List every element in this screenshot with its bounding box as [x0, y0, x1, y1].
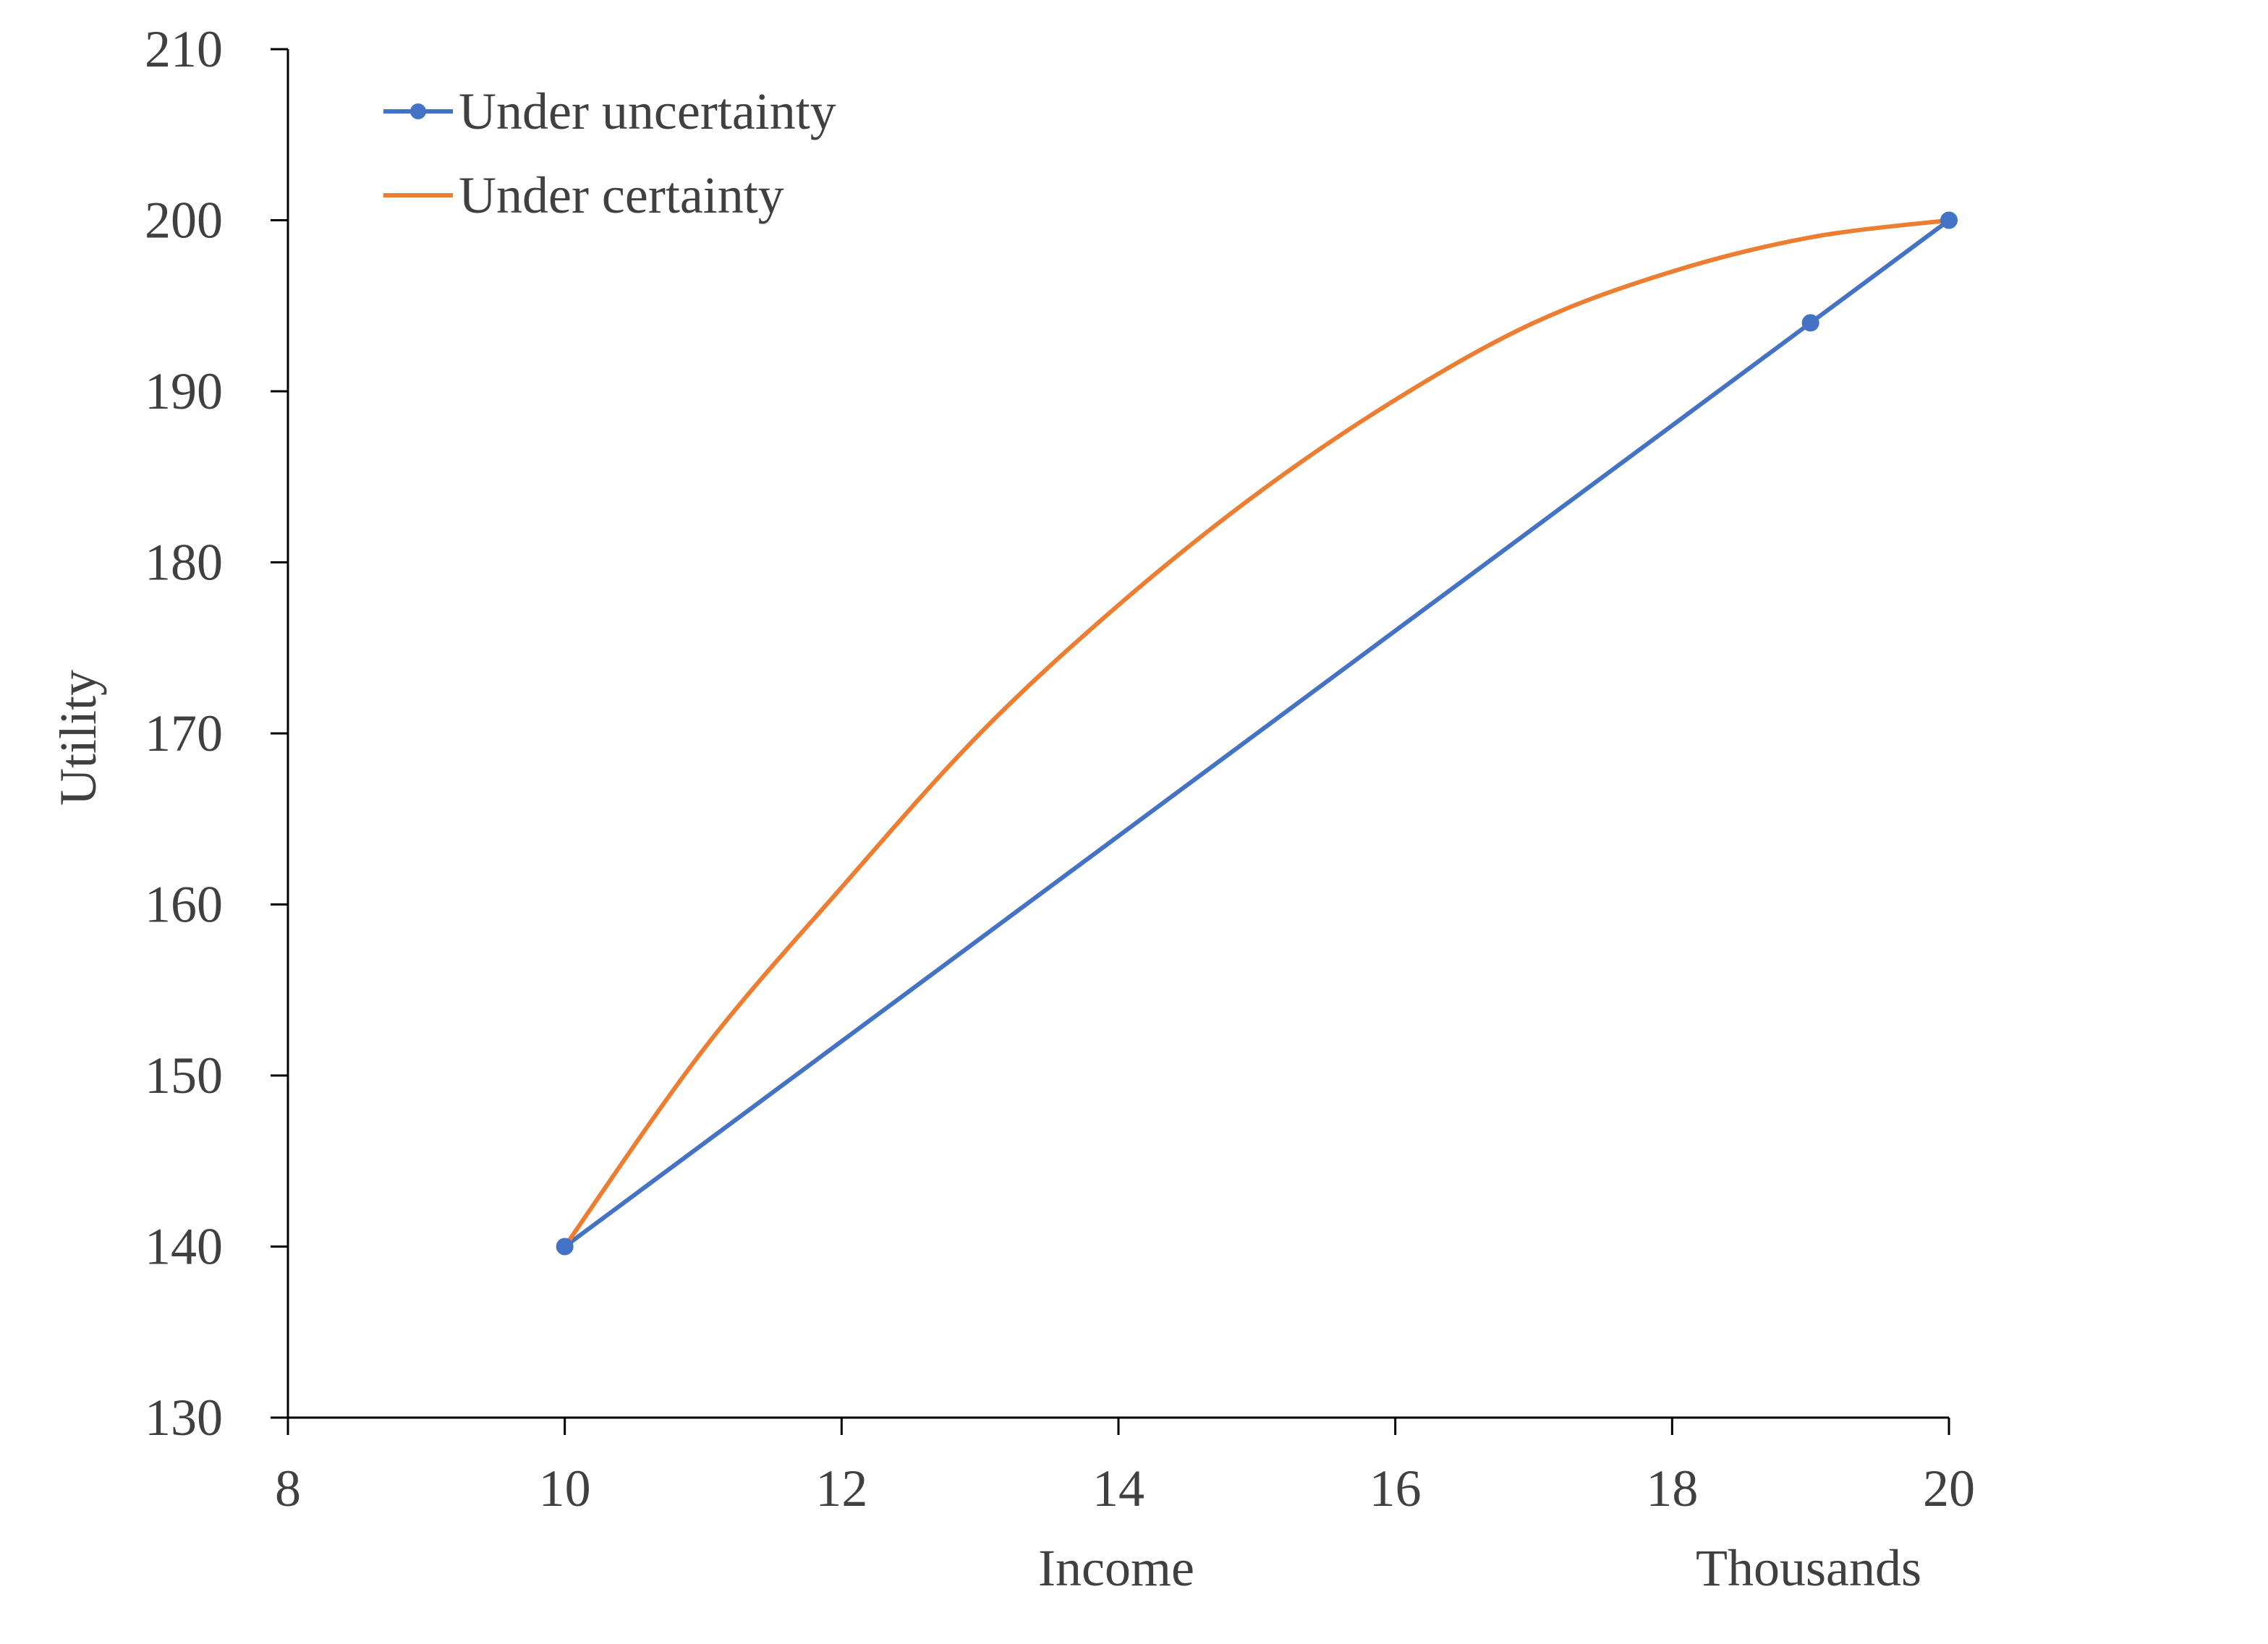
data-point-under-uncertainty: [1940, 211, 1958, 229]
y-tick-label: 150: [145, 1047, 223, 1104]
series-line-under-uncertainty: [562, 218, 1951, 1249]
y-tick-label: 160: [145, 876, 223, 934]
y-tick-label: 180: [145, 534, 223, 592]
series-layer: [556, 211, 1958, 1256]
legend-marker-under-uncertainty: [410, 103, 426, 119]
y-tick-label: 210: [145, 20, 223, 78]
data-point-under-uncertainty: [556, 1238, 574, 1256]
y-tick-label: 170: [145, 704, 223, 762]
x-axis-unit-label: Thousands: [1696, 1539, 1921, 1597]
x-axis-title: Income: [1038, 1539, 1194, 1597]
y-axis-title: Utility: [49, 670, 107, 806]
data-point-under-uncertainty: [1801, 314, 1819, 332]
x-tick-label: 18: [1646, 1460, 1698, 1517]
x-tick-label: 14: [1092, 1460, 1144, 1517]
y-tick-label: 190: [145, 362, 223, 420]
y-tick-label: 140: [145, 1218, 223, 1276]
y-tick-label: 200: [145, 192, 223, 250]
legend-label-under-uncertainty: Under uncertainty: [459, 82, 836, 140]
y-tick-label: 130: [145, 1389, 223, 1447]
x-tick-label: 8: [275, 1460, 301, 1517]
legend: Under uncertainty Under certainty: [383, 82, 836, 224]
x-tick-label: 12: [815, 1460, 867, 1517]
legend-label-under-certainty: Under certainty: [459, 166, 784, 224]
x-tick-label: 20: [1923, 1460, 1975, 1517]
x-tick-label: 16: [1369, 1460, 1422, 1517]
series-line-under-certainty: [562, 218, 1951, 1249]
axes-layer: 130 140 150 160 170 180 190 200 210 8 10 12 14 16 18 20: [145, 20, 1975, 1517]
x-tick-label: 10: [539, 1460, 591, 1517]
